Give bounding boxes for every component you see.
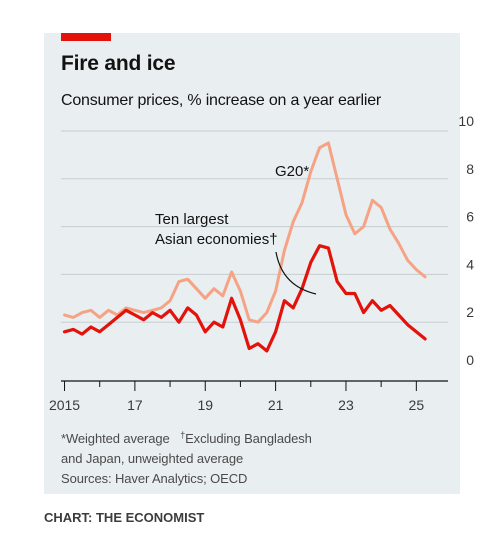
y-tick-label-6: 6 [466,209,474,225]
annotation-leader-line [275,251,317,295]
series-annotations: G20* Ten largest Asian economies† [155,163,317,295]
y-tick-label-10: 10 [458,113,474,129]
footnote-dagger: † [180,430,186,440]
y-tick-label-2: 2 [466,304,474,320]
x-tick-label-21: 21 [268,397,284,413]
x-tick-label-19: 19 [197,397,213,413]
x-tick-label-25: 25 [409,397,425,413]
chart-credit: CHART: THE ECONOMIST [44,510,205,525]
axis-tick-labels: 0 2 4 6 8 10 2015 17 19 21 23 25 [49,113,474,413]
y-tick-label-4: 4 [466,256,474,272]
chart-title: Fire and ice [61,52,176,75]
y-tick-label-8: 8 [466,161,474,177]
series-line-g20 [63,141,427,324]
y-tick-label-0: 0 [466,352,474,368]
gridlines [61,130,448,323]
annotation-asian-line1: Ten largest [155,211,229,228]
series-line-asian-economies [62,244,427,353]
footnote-sources: Sources: Haver Analytics; OECD [61,471,248,486]
annotation-asian-line2: Asian economies† [155,231,278,248]
x-axis [61,380,448,391]
series-lines [62,141,427,353]
footnote-excluding: Excluding Bangladesh [185,431,312,446]
annotation-g20: G20* [275,163,309,180]
x-tick-label-2015: 2015 [49,397,80,413]
chart-subtitle: Consumer prices, % increase on a year ea… [61,92,382,109]
footnote-line-1: *Weighted average †Excluding Bangladesh [61,425,312,449]
footnote-weighted: *Weighted average [61,431,170,446]
footnote-line-2: and Japan, unweighted average [61,451,244,466]
footnotes: *Weighted average †Excluding Bangladesh … [61,425,312,489]
chart-panel [44,33,460,494]
x-tick-label-17: 17 [127,397,143,413]
x-tick-label-23: 23 [338,397,354,413]
economist-red-tag [61,33,111,41]
